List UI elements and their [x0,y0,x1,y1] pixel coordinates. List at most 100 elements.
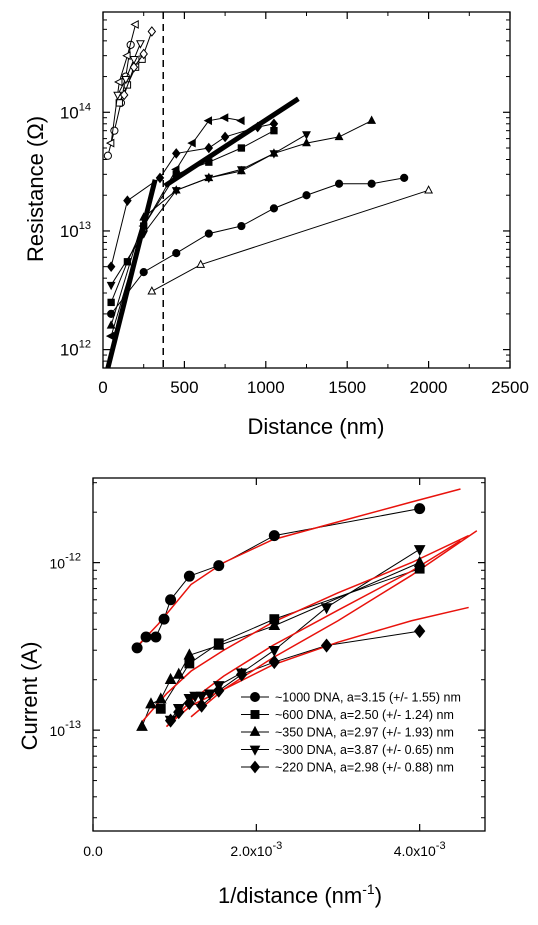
chart1-data-point [130,20,139,29]
chart1-series-line [117,43,141,96]
chart2-data-point [154,692,167,704]
chart2-data-point [183,696,196,711]
chart2-xlabel-close: ) [375,883,382,908]
chart1-ytick-label: 1014 [60,101,91,122]
chart1-data-point [136,40,145,49]
chart2-data-point [268,645,281,658]
chart2-data-point [183,648,196,660]
chart2-xlabel-main: 1/distance (nm [218,883,362,908]
chart1-data-point [196,259,206,268]
chart2-xtick-base: 4.0x10 [394,843,436,859]
chart2-fit-curve [137,488,461,647]
chart1-ytick-exp: 12 [79,339,91,351]
chart1-data-point [171,187,181,196]
chart2-data-point [235,667,248,682]
chart2-data-point [413,555,426,567]
chart1-data-point [204,174,214,184]
chart2-data-point [173,705,185,720]
chart1-data-point [204,229,213,238]
chart1-data-point [302,191,311,200]
chart2-data-point [203,689,216,701]
chart1-data-point [106,261,116,272]
chart1-xtick-label: 1000 [247,378,285,397]
chart1-data-point [334,131,344,141]
chart1-xtick-label: 2500 [491,378,529,397]
chart2-data-point [158,613,170,625]
chart2-ytick-base: 10 [50,723,66,739]
chart1-series-1 [107,173,409,318]
chart1-data-point [367,179,376,188]
chart2-ytick-base: 10 [50,556,66,572]
chart1-data-point [367,115,377,124]
chart2-data-point [268,618,281,630]
chart1-data-point [121,76,131,85]
chart1-ytick-label: 1013 [60,220,91,241]
chart2-markers-5 [164,624,426,728]
chart1-data-point [302,131,311,140]
chart1-data-point [105,138,115,148]
chart1-xtick-label: 500 [170,378,198,397]
chart2-xlabel: 1/distance (nm-1) [218,881,382,908]
chart1-series-line [110,177,405,315]
chart1-data-point [129,56,139,65]
chart1-series-line [110,24,137,144]
chart1-data-point [106,320,116,329]
chart2-legend-label: ~1000 DNA, a=3.15 (+/- 1.55) nm [275,691,461,705]
chart2-ylabel: Current (A) [17,642,42,751]
chart2-data-point [320,638,333,653]
chart1-fit-line [105,179,158,369]
chart2-legend-label: ~300 DNA, a=3.87 (+/- 0.65) nm [275,743,454,757]
chart1-data-point [129,61,139,73]
chart2-data-point [164,713,177,728]
chart2-data-point [213,683,225,698]
chart2-data-point [140,631,152,643]
chart1-ytick-label: 1012 [60,339,91,360]
chart2-data-point [131,642,143,654]
chart2-markers-1 [131,503,426,654]
chart1-data-point [270,126,278,135]
chart2-data-point [164,672,177,684]
chart1-data-point [424,185,434,194]
chart1-data-point [203,116,213,126]
chart1-data-point [139,268,148,277]
chart1-ylabel: Resistance (Ω) [23,116,48,262]
chart1-data-point [155,172,165,184]
chart1-data-point [237,144,246,152]
chart2-xtick-exp: -3 [436,840,446,852]
chart1-ytick-base: 10 [60,341,79,360]
chart2-xtick-base: 0.0 [83,843,103,859]
chart1-data-point [220,131,230,143]
chart2-ytick-exp: -12 [65,552,81,564]
chart1-series-line [151,189,429,292]
chart1-xlabel: Distance (nm) [248,414,385,439]
chart2-series-line [160,568,420,710]
chart1-data-point [334,179,344,188]
chart2-legend: ~1000 DNA, a=3.15 (+/- 1.55) nm ~600 DNA,… [241,691,461,775]
chart2-data-point [268,654,280,670]
chart1-data-point [236,116,245,126]
chart2-legend-marker [249,725,261,736]
chart2-legend-label: ~600 DNA, a=2.50 (+/- 1.24) nm [275,708,454,722]
chart1-xtick-label: 0 [98,378,107,397]
chart1-data-point [269,150,279,159]
chart2-xtick-label: 2.0x10-3 [230,840,282,859]
chart2-legend-marker [250,710,260,719]
chart2-data-point [172,667,185,679]
chart1-series-11 [113,40,145,101]
chart2-data-point [414,503,426,515]
chart2-data-point [212,638,225,650]
chart1-data-point [269,204,279,213]
chart2-legend-marker [249,760,261,774]
chart1-data-point [172,249,181,258]
chart2-legend-marker [249,745,261,756]
chart2-plot-frame [92,477,486,832]
chart2-data-point [320,603,333,615]
chart2-data-point [155,703,166,714]
chart2-series-2 [160,568,420,710]
current-vs-inverse-distance-chart: Current (A) 1/distance (nm-1) 0.0 2.0x10-… [17,477,486,908]
chart2-data-point [413,545,426,557]
chart2-xtick-label: 0.0 [83,843,103,859]
chart1-data-point [204,142,214,154]
chart1-ytick-base: 10 [60,103,79,122]
